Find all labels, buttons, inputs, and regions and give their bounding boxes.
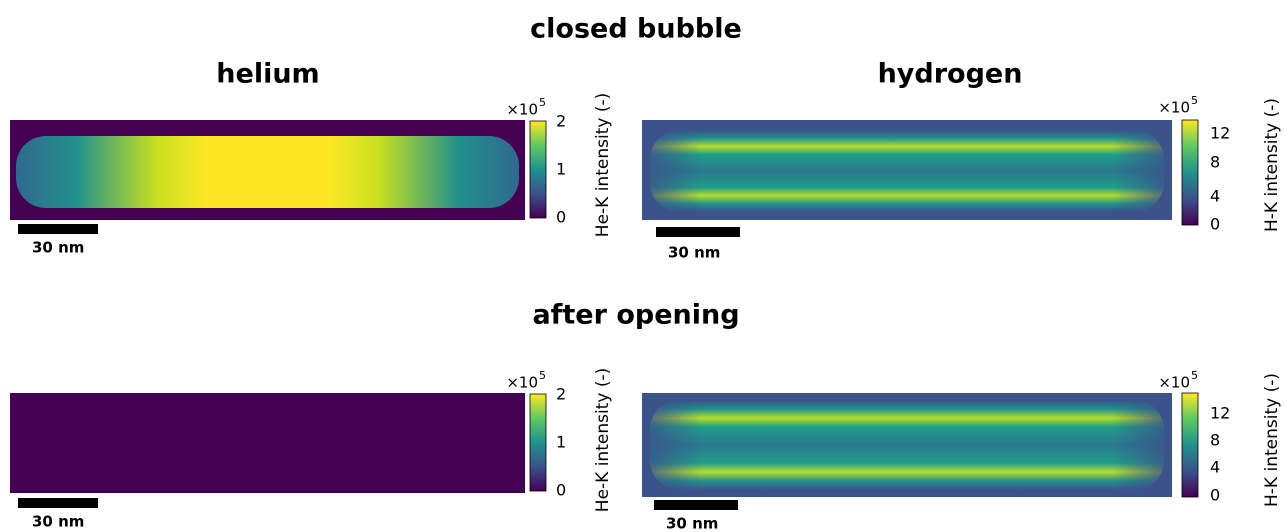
colorbar-label: He-K intensity (-): [593, 368, 613, 512]
column-title: helium: [216, 59, 319, 90]
colorbar: [530, 121, 546, 218]
panel: 0 1 2 ×10 5 He-K intensity (-) 30 nm: [10, 368, 613, 531]
exponent: 5: [1191, 369, 1198, 382]
map-shade: [650, 130, 1164, 212]
scale-bar-label: 30 nm: [32, 239, 84, 257]
panel: 0 1 2 ×10 5 He-K intensity (-) 30 nm: [10, 93, 613, 257]
scale-bar: [18, 224, 98, 234]
colorbar: [1182, 120, 1198, 225]
colorbar: [1182, 393, 1198, 497]
colorbar-tick: 0: [1210, 486, 1220, 505]
colorbar-tick: 8: [1210, 431, 1220, 450]
scale-bar-label: 30 nm: [32, 513, 84, 531]
section-title: after opening: [532, 300, 739, 331]
scale-bar: [18, 498, 98, 508]
colorbar-label: H-K intensity (-): [1262, 98, 1282, 232]
colorbar: [530, 394, 546, 491]
colorbar-tick: 4: [1210, 458, 1220, 477]
section-title: closed bubble: [530, 14, 742, 45]
exponent: 5: [539, 96, 546, 109]
map-image: [16, 136, 519, 208]
colorbar-tick: 1: [556, 160, 566, 179]
multiplier: ×10: [1158, 374, 1190, 392]
colorbar-tick: 0: [1210, 215, 1220, 234]
multiplier: ×10: [506, 101, 538, 119]
figure: closed bubble helium hydrogen after open…: [0, 0, 1287, 532]
colorbar-tick: 4: [1210, 187, 1220, 206]
colorbar-tick: 8: [1210, 153, 1220, 172]
multiplier: ×10: [506, 374, 538, 392]
map-shade: [650, 400, 1164, 490]
panel: 0 4 8 12 ×10 5 H-K intensity (-) 30 nm: [642, 94, 1282, 262]
exponent: 5: [1191, 94, 1198, 107]
scale-bar: [656, 227, 740, 237]
colorbar-tick: 0: [556, 481, 566, 500]
scale-bar: [654, 500, 738, 510]
colorbar-tick: 12: [1210, 124, 1230, 143]
colorbar-tick: 1: [556, 433, 566, 452]
scale-bar-label: 30 nm: [668, 244, 720, 262]
exponent: 5: [539, 369, 546, 382]
scale-bar-label: 30 nm: [666, 515, 718, 532]
multiplier: ×10: [1158, 99, 1190, 117]
colorbar-label: H-K intensity (-): [1262, 373, 1282, 507]
colorbar-tick: 0: [556, 208, 566, 227]
colorbar-tick: 12: [1210, 404, 1230, 423]
colorbar-tick: 2: [556, 112, 566, 131]
column-title: hydrogen: [878, 59, 1023, 90]
map-image: [10, 393, 525, 493]
panel: 0 4 8 12 ×10 5 H-K intensity (-) 30 nm: [642, 369, 1282, 532]
colorbar-label: He-K intensity (-): [593, 93, 613, 237]
colorbar-tick: 2: [556, 385, 566, 404]
